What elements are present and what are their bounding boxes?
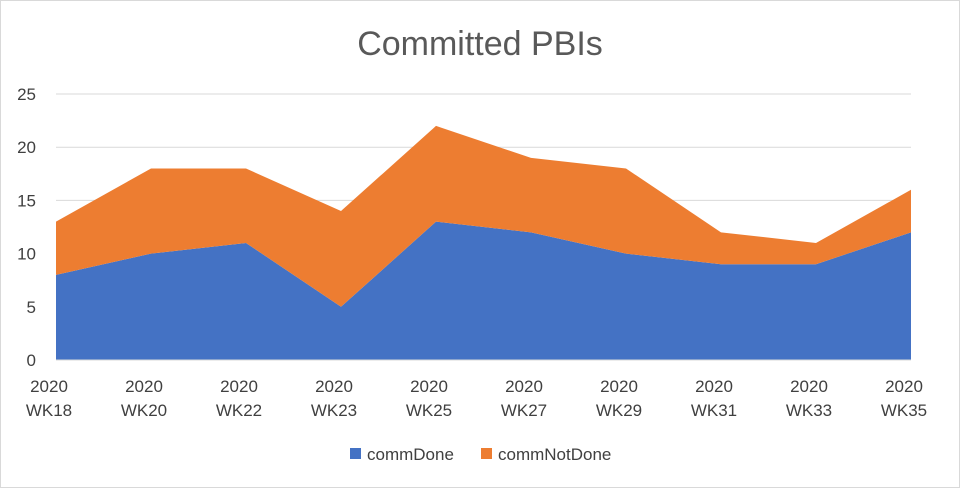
x-tick-year: 2020	[505, 377, 543, 396]
x-tick-label: 2020 WK18	[26, 377, 72, 420]
x-tick-label: 2020 WK29	[596, 377, 642, 420]
x-tick-year: 2020	[315, 377, 353, 396]
x-tick-week: WK35	[881, 401, 927, 420]
x-tick-week: WK20	[121, 401, 167, 420]
y-tick-label: 10	[17, 245, 36, 264]
y-tick-label: 0	[27, 351, 36, 370]
x-tick-label: 2020 WK20	[121, 377, 167, 420]
x-tick-label: 2020 WK25	[406, 377, 452, 420]
legend-item-commDone: commDone	[350, 445, 454, 464]
x-tick-week: WK29	[596, 401, 642, 420]
x-tick-label: 2020 WK22	[216, 377, 262, 420]
x-tick-label: 2020 WK31	[691, 377, 737, 420]
x-tick-week: WK18	[26, 401, 72, 420]
x-axis: 2020 WK18 2020 WK20 2020 WK22 2020 WK23 2020 WK25…	[26, 359, 927, 420]
x-tick-year: 2020	[410, 377, 448, 396]
legend-swatch	[481, 448, 492, 459]
plot-area	[56, 125, 911, 360]
x-tick-label: 2020 WK27	[501, 377, 547, 420]
x-tick-year: 2020	[695, 377, 733, 396]
x-tick-week: WK23	[311, 401, 357, 420]
y-tick-label: 25	[17, 85, 36, 104]
area-series-commDone	[56, 221, 911, 360]
y-tick-label: 20	[17, 138, 36, 157]
legend-label: commDone	[367, 445, 454, 464]
y-axis: 0 5 10 15 20 25	[17, 85, 36, 370]
legend-item-commNotDone: commNotDone	[481, 445, 611, 464]
legend: commDone commNotDone	[350, 445, 611, 464]
x-tick-year: 2020	[885, 377, 923, 396]
x-tick-year: 2020	[125, 377, 163, 396]
y-tick-label: 15	[17, 191, 36, 210]
x-tick-week: WK22	[216, 401, 262, 420]
y-tick-label: 5	[27, 298, 36, 317]
legend-swatch	[350, 448, 361, 459]
chart-title: Committed PBIs	[357, 25, 603, 63]
x-tick-week: WK27	[501, 401, 547, 420]
x-tick-year: 2020	[220, 377, 258, 396]
x-tick-week: WK31	[691, 401, 737, 420]
legend-label: commNotDone	[498, 445, 611, 464]
x-tick-label: 2020 WK35	[881, 377, 927, 420]
area-series-commNotDone	[56, 125, 911, 307]
x-tick-label: 2020 WK33	[786, 377, 832, 420]
x-tick-year: 2020	[790, 377, 828, 396]
x-tick-week: WK25	[406, 401, 452, 420]
x-tick-year: 2020	[600, 377, 638, 396]
x-tick-week: WK33	[786, 401, 832, 420]
x-tick-year: 2020	[30, 377, 68, 396]
x-tick-label: 2020 WK23	[311, 377, 357, 420]
